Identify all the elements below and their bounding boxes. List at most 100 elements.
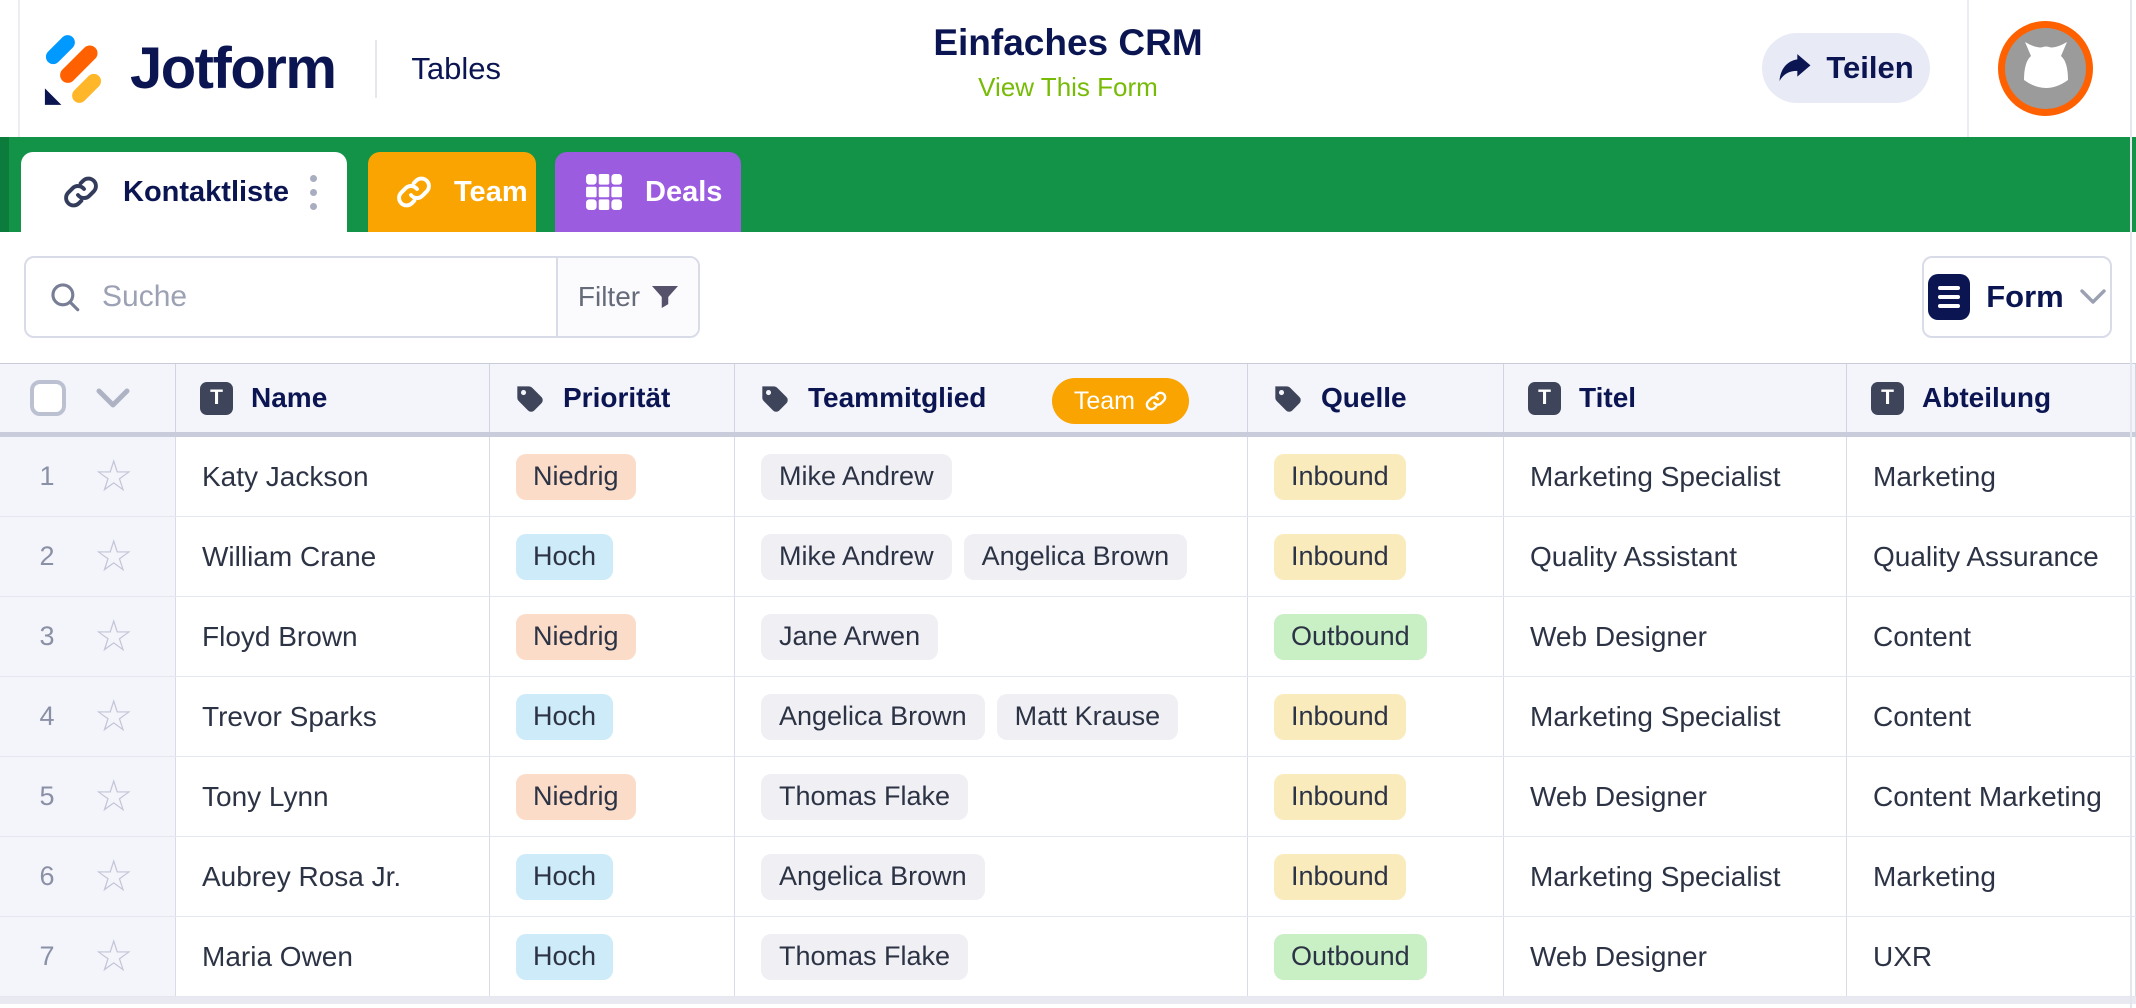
row-number: 2 xyxy=(39,541,55,571)
name-cell[interactable]: Katy Jackson xyxy=(176,437,490,516)
source-cell[interactable]: Inbound xyxy=(1248,837,1504,916)
priority-cell[interactable]: Niedrig xyxy=(490,757,735,836)
table-row[interactable]: 5 ☆ Tony Lynn Niedrig Thomas Flake Inbound Web… xyxy=(0,757,2136,837)
column-header-titel[interactable]: T Titel xyxy=(1504,364,1847,432)
team-member-cell[interactable]: Mike Andrew xyxy=(735,437,1248,516)
name-cell[interactable]: Aubrey Rosa Jr. xyxy=(176,837,490,916)
department-cell[interactable]: UXR xyxy=(1847,917,2136,996)
jotform-logo-icon[interactable] xyxy=(42,31,104,107)
name-cell[interactable]: Maria Owen xyxy=(176,917,490,996)
tag-icon xyxy=(762,385,788,412)
tab-kontaktliste[interactable]: Kontaktliste xyxy=(21,152,347,232)
source-badge: Inbound xyxy=(1274,853,1406,900)
source-cell[interactable]: Inbound xyxy=(1248,757,1504,836)
title-cell[interactable]: Quality Assistant xyxy=(1504,517,1847,596)
department-cell[interactable]: Marketing xyxy=(1847,437,2136,516)
name-value: William Crane xyxy=(202,540,377,572)
team-member-cell[interactable]: Thomas Flake xyxy=(735,757,1248,836)
priority-cell[interactable]: Niedrig xyxy=(490,597,735,676)
favorite-star-icon[interactable]: ☆ xyxy=(94,451,134,501)
table-row[interactable]: 3 ☆ Floyd Brown Niedrig Jane Arwen Outbound We… xyxy=(0,597,2136,677)
user-avatar[interactable] xyxy=(1998,21,2093,116)
tab-menu-kebab-icon[interactable] xyxy=(306,171,321,214)
priority-cell[interactable]: Hoch xyxy=(490,677,735,756)
column-header-name[interactable]: T Name xyxy=(176,364,490,432)
table-row[interactable]: 7 ☆ Maria Owen Hoch Thomas Flake Outbound Web … xyxy=(0,917,2136,997)
favorite-star-icon[interactable]: ☆ xyxy=(94,691,134,741)
priority-cell[interactable]: Hoch xyxy=(490,837,735,916)
priority-cell[interactable]: Niedrig xyxy=(490,437,735,516)
view-selector-button[interactable]: Form xyxy=(1922,256,2112,338)
team-member-cell[interactable]: Angelica Brown xyxy=(735,837,1248,916)
tab-team[interactable]: Team xyxy=(368,152,536,232)
source-cell[interactable]: Inbound xyxy=(1248,437,1504,516)
column-header-prioritaet[interactable]: Priorität xyxy=(490,364,735,432)
favorite-star-icon[interactable]: ☆ xyxy=(94,531,134,581)
name-value: Aubrey Rosa Jr. xyxy=(202,860,402,892)
title-cell[interactable]: Marketing Specialist xyxy=(1504,437,1847,516)
source-cell[interactable]: Inbound xyxy=(1248,517,1504,596)
title-cell[interactable]: Marketing Specialist xyxy=(1504,677,1847,756)
title-cell[interactable]: Web Designer xyxy=(1504,757,1847,836)
product-name: Tables xyxy=(411,50,501,86)
name-cell[interactable]: William Crane xyxy=(176,517,490,596)
brand-name[interactable]: Jotform xyxy=(130,36,337,101)
department-cell[interactable]: Marketing xyxy=(1847,837,2136,916)
linked-sheet-badge[interactable]: Team xyxy=(1051,378,1189,424)
view-form-link[interactable]: View This Form xyxy=(978,72,1158,102)
title-value: Marketing Specialist xyxy=(1530,700,1781,732)
name-cell[interactable]: Trevor Sparks xyxy=(176,677,490,756)
priority-cell[interactable]: Hoch xyxy=(490,517,735,596)
department-value: Quality Assurance xyxy=(1873,540,2099,572)
column-header-abteilung[interactable]: T Abteilung xyxy=(1847,364,2136,432)
row-selector-cell: 6 ☆ xyxy=(0,837,176,916)
table-row[interactable]: 6 ☆ Aubrey Rosa Jr. Hoch Angelica Brown Inbou… xyxy=(0,837,2136,917)
team-member-cell[interactable]: Jane Arwen xyxy=(735,597,1248,676)
name-cell[interactable]: Floyd Brown xyxy=(176,597,490,676)
row-number: 4 xyxy=(39,701,55,731)
row-selector-cell: 3 ☆ xyxy=(0,597,176,676)
source-cell[interactable]: Inbound xyxy=(1248,677,1504,756)
favorite-star-icon[interactable]: ☆ xyxy=(94,611,134,661)
department-cell[interactable]: Content xyxy=(1847,597,2136,676)
source-cell[interactable]: Outbound xyxy=(1248,597,1504,676)
team-member-cell[interactable]: Angelica Brown Matt Krause xyxy=(735,677,1248,756)
source-cell[interactable]: Outbound xyxy=(1248,917,1504,996)
department-cell[interactable]: Quality Assurance xyxy=(1847,517,2136,596)
left-edge-divider xyxy=(18,0,20,137)
chevron-down-icon[interactable] xyxy=(96,388,130,408)
search-input[interactable] xyxy=(102,280,462,314)
tab-deals[interactable]: Deals xyxy=(555,152,741,232)
name-value: Trevor Sparks xyxy=(202,700,377,732)
title-cell[interactable]: Marketing Specialist xyxy=(1504,837,1847,916)
share-button[interactable]: Teilen xyxy=(1762,33,1930,103)
team-member-cell[interactable]: Thomas Flake xyxy=(735,917,1248,996)
select-all-checkbox[interactable] xyxy=(30,380,66,416)
department-cell[interactable]: Content Marketing xyxy=(1847,757,2136,836)
priority-cell[interactable]: Hoch xyxy=(490,917,735,996)
favorite-star-icon[interactable]: ☆ xyxy=(94,931,134,981)
title-value: Web Designer xyxy=(1530,780,1707,812)
table-row[interactable]: 4 ☆ Trevor Sparks Hoch Angelica Brown Matt Kr… xyxy=(0,677,2136,757)
column-header-teammitglied[interactable]: Teammitglied Team xyxy=(735,364,1248,432)
title-cell[interactable]: Web Designer xyxy=(1504,597,1847,676)
favorite-star-icon[interactable]: ☆ xyxy=(94,851,134,901)
filter-button[interactable]: Filter xyxy=(556,258,698,336)
tag-icon xyxy=(1275,385,1301,412)
table-row[interactable]: 2 ☆ William Crane Hoch Mike Andrew Angelica B… xyxy=(0,517,2136,597)
favorite-star-icon[interactable]: ☆ xyxy=(94,771,134,821)
department-cell[interactable]: Content xyxy=(1847,677,2136,756)
column-header-quelle[interactable]: Quelle xyxy=(1248,364,1504,432)
title-block: Einfaches CRM View This Form xyxy=(933,22,1202,103)
department-value: UXR xyxy=(1873,940,1933,972)
name-value: Floyd Brown xyxy=(202,620,358,652)
team-member-cell[interactable]: Mike Andrew Angelica Brown xyxy=(735,517,1248,596)
tabbar-left-edge xyxy=(0,137,9,232)
team-member-chip: Mike Andrew xyxy=(761,533,952,580)
team-member-chip: Mike Andrew xyxy=(761,453,952,500)
table-row[interactable]: 1 ☆ Katy Jackson Niedrig Mike Andrew Inbound M… xyxy=(0,437,2136,517)
row-number: 3 xyxy=(39,621,55,651)
title-cell[interactable]: Web Designer xyxy=(1504,917,1847,996)
team-member-chip: Angelica Brown xyxy=(761,853,985,900)
name-cell[interactable]: Tony Lynn xyxy=(176,757,490,836)
